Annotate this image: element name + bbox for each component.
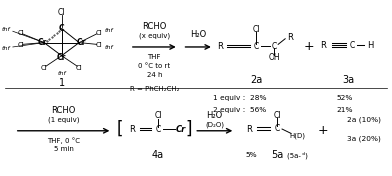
Text: R: R — [129, 125, 135, 134]
Text: C: C — [155, 125, 161, 134]
Text: C: C — [272, 42, 277, 51]
Text: 5a: 5a — [271, 150, 283, 160]
Text: 4a: 4a — [151, 150, 163, 160]
Text: Cl: Cl — [76, 65, 83, 71]
Text: H₂O: H₂O — [190, 30, 206, 39]
Text: Cl: Cl — [95, 30, 102, 36]
Text: R: R — [287, 33, 293, 42]
Text: Cr: Cr — [57, 53, 66, 62]
Text: THF: THF — [147, 54, 161, 59]
Text: thf: thf — [2, 46, 11, 51]
Text: Cr: Cr — [37, 38, 47, 47]
Text: Cl: Cl — [17, 42, 24, 48]
Text: 1 equiv :  28%: 1 equiv : 28% — [213, 95, 267, 102]
Text: +: + — [318, 124, 328, 137]
Text: RCHO: RCHO — [142, 22, 167, 31]
Text: 2a (10%): 2a (10%) — [347, 116, 381, 123]
Text: 3a: 3a — [342, 75, 354, 85]
Text: Cl: Cl — [154, 111, 162, 120]
Text: thf: thf — [105, 28, 114, 33]
Text: Cl: Cl — [252, 25, 260, 34]
Text: C: C — [253, 42, 259, 51]
Text: thf: thf — [57, 71, 66, 76]
Text: R: R — [320, 41, 326, 50]
Text: Cr: Cr — [176, 125, 186, 134]
Text: Cl: Cl — [17, 30, 24, 36]
Text: 24 h: 24 h — [147, 72, 162, 78]
Text: 2a: 2a — [250, 75, 263, 85]
Text: 5%: 5% — [245, 152, 257, 158]
Text: H(D): H(D) — [290, 132, 306, 139]
Text: 21%: 21% — [336, 107, 353, 113]
Text: [: [ — [117, 120, 123, 138]
Text: 0 °C to rt: 0 °C to rt — [138, 63, 171, 69]
Text: (1 equiv): (1 equiv) — [48, 117, 79, 123]
Text: 2 equiv :  56%: 2 equiv : 56% — [213, 107, 267, 113]
Text: THF, 0 °C: THF, 0 °C — [47, 137, 80, 144]
Text: C: C — [274, 124, 279, 133]
Text: 1: 1 — [58, 78, 65, 88]
Text: R: R — [246, 125, 252, 134]
Text: +: + — [304, 40, 315, 54]
Text: Cl: Cl — [41, 65, 47, 71]
Text: Cr: Cr — [76, 38, 86, 47]
Text: thf: thf — [2, 27, 11, 32]
Text: R = PhCH₂CH₂: R = PhCH₂CH₂ — [129, 86, 179, 92]
Text: C: C — [350, 41, 355, 50]
Text: thf: thf — [105, 45, 114, 50]
Text: R: R — [217, 42, 223, 51]
Text: 52%: 52% — [336, 95, 353, 102]
Text: Cl: Cl — [95, 42, 102, 48]
Text: Cl: Cl — [273, 111, 281, 120]
Text: (D₂O): (D₂O) — [205, 121, 224, 128]
Text: OH: OH — [269, 53, 280, 62]
Text: C: C — [59, 24, 64, 33]
Text: 3a (20%): 3a (20%) — [347, 135, 381, 142]
Text: 5 min: 5 min — [54, 146, 73, 152]
Text: Cl: Cl — [58, 8, 65, 17]
Text: (x equiv): (x equiv) — [139, 33, 170, 39]
Text: RCHO: RCHO — [51, 106, 76, 115]
Text: ]: ] — [185, 120, 192, 138]
Text: H₂O: H₂O — [207, 111, 223, 120]
Text: H: H — [367, 41, 373, 50]
Text: (5a- ᵈ): (5a- ᵈ) — [287, 152, 308, 159]
